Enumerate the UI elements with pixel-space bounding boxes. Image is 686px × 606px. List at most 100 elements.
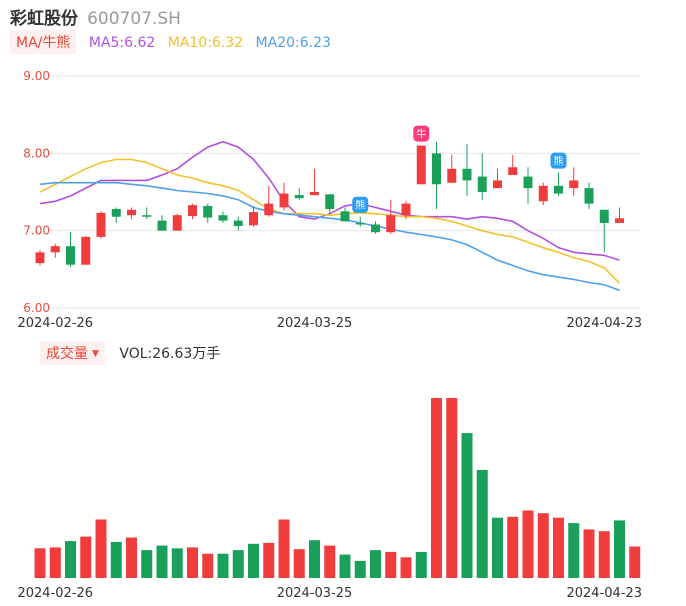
candle <box>584 182 594 210</box>
marker-text: 熊 <box>554 155 564 168</box>
volume-bar <box>263 542 275 578</box>
volume-indicator-dropdown[interactable]: 成交量 ▼ <box>40 341 105 365</box>
candle <box>340 207 350 222</box>
price-grid <box>48 75 640 309</box>
candle <box>523 167 533 204</box>
candle <box>279 182 289 211</box>
ma10-legend: MA10:6.32 <box>167 35 244 51</box>
candle <box>508 154 518 175</box>
volume-bar <box>446 398 458 578</box>
candle-body <box>386 215 396 233</box>
candle <box>615 207 624 223</box>
candle <box>447 154 457 183</box>
y-tick-label: 8.00 <box>23 146 50 160</box>
y-tick-label: 6.00 <box>23 301 50 315</box>
candle <box>416 145 426 185</box>
candle <box>264 185 274 217</box>
candle <box>432 141 441 210</box>
candle <box>249 205 258 227</box>
ma20-line <box>39 181 620 291</box>
candle-body <box>355 222 365 225</box>
volume-bars <box>34 398 641 578</box>
marker-badge <box>550 152 567 169</box>
volume-bar <box>400 557 412 578</box>
candle <box>371 221 380 234</box>
bear-icon[interactable]: 熊 <box>550 152 567 169</box>
volume-bar <box>583 529 595 578</box>
candle <box>81 236 91 265</box>
volume-bar <box>492 517 503 578</box>
candle-body <box>142 215 152 217</box>
candle-body <box>599 209 609 223</box>
candle-body <box>264 203 274 216</box>
volume-bar <box>537 513 549 578</box>
stock-name: 彩虹股份 <box>10 9 78 29</box>
candle-body <box>249 212 258 226</box>
candle <box>157 215 167 231</box>
volume-legend: 成交量 ▼ VOL:26.63万手 <box>40 341 220 365</box>
ma-legend: MA/牛熊 MA5:6.62 MA10:6.32 MA20:6.23 <box>10 30 331 54</box>
volume-bar <box>34 548 46 578</box>
candle <box>203 203 213 223</box>
ma-bull-bear-toggle[interactable]: MA/牛熊 <box>10 30 77 54</box>
candle <box>127 207 136 220</box>
ma20-legend: MA20:6.23 <box>255 35 331 51</box>
candle <box>355 216 365 227</box>
candle <box>35 250 45 266</box>
volume-bar <box>187 547 198 578</box>
volume-bar <box>370 550 381 578</box>
volume-bar <box>339 554 351 578</box>
ma5-line <box>39 140 620 261</box>
candle-body <box>96 212 106 237</box>
marker-badge <box>413 125 430 142</box>
price-y-axis: 6.00 7.00 8.00 9.00 <box>23 69 50 315</box>
candle <box>233 216 243 231</box>
candle <box>188 203 197 220</box>
x-tick-label: 2024-03-25 <box>277 586 353 601</box>
candle-body <box>35 252 45 264</box>
ma5-legend: MA5:6.62 <box>88 35 156 51</box>
candle <box>386 199 396 234</box>
candle-body <box>340 211 350 222</box>
candle <box>401 201 411 220</box>
bull-icon[interactable]: 牛 <box>413 125 430 142</box>
candle <box>96 211 106 239</box>
volume-bar <box>278 519 290 578</box>
candle-body <box>416 145 426 185</box>
volume-bar <box>171 548 183 578</box>
bear-icon[interactable]: 熊 <box>352 196 369 213</box>
bull-bear-markers: 熊 牛熊 <box>352 125 567 213</box>
candle <box>325 194 335 214</box>
ma10-line <box>39 158 621 284</box>
volume-bar <box>65 541 76 578</box>
volume-bar <box>431 398 442 578</box>
x-tick-label: 2024-04-23 <box>566 316 642 331</box>
volume-bar <box>629 546 641 578</box>
volume-bar <box>80 536 92 578</box>
candle <box>111 207 121 223</box>
candle-body <box>554 185 563 194</box>
volume-bar <box>126 537 137 578</box>
caret-down-icon: ▼ <box>92 349 99 359</box>
candle-body <box>508 167 518 175</box>
candle-body <box>66 246 75 265</box>
candle-body <box>615 218 624 223</box>
candle-body <box>203 205 213 218</box>
candle <box>66 232 75 268</box>
candle-body <box>371 224 380 233</box>
volume-bar <box>568 523 580 578</box>
volume-bar <box>522 510 534 578</box>
candle <box>599 209 609 253</box>
candle-body <box>569 180 579 189</box>
candle-body <box>111 209 121 217</box>
candle-body <box>50 246 60 253</box>
candle <box>142 207 152 220</box>
candle-body <box>294 195 304 199</box>
candle-body <box>218 215 228 221</box>
candle <box>294 188 304 200</box>
candle-body <box>584 188 594 204</box>
volume-bar <box>156 545 168 578</box>
candle-body <box>447 168 457 183</box>
y-tick-label: 9.00 <box>23 69 50 83</box>
